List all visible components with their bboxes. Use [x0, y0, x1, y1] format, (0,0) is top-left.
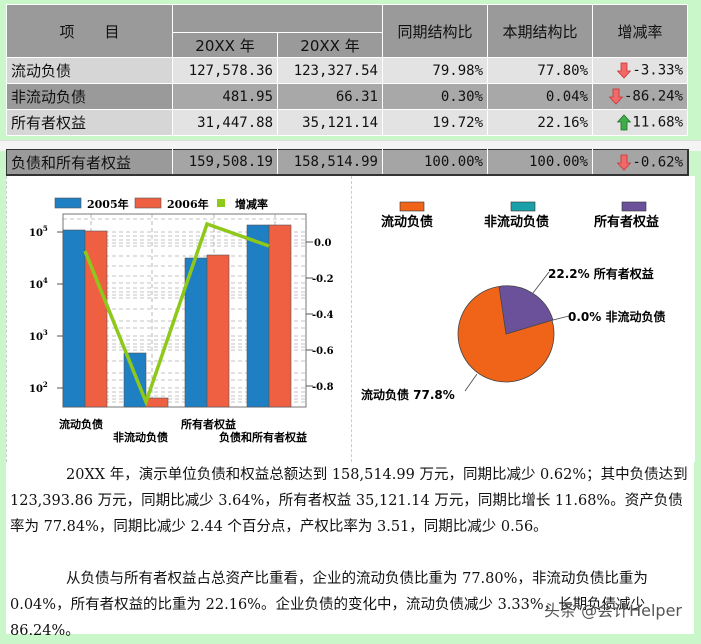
arrow-down-icon [617, 62, 632, 79]
bar-2005-current [62, 229, 86, 408]
svg-text:-0.8: -0.8 [312, 382, 334, 393]
row-change: -86.24% [592, 83, 688, 110]
change-value: -3.33% [632, 62, 683, 79]
row-value-1: 127,578.36 [172, 57, 278, 84]
xlabel-current: 流动负债 [59, 417, 103, 431]
row-value-1: 481.95 [172, 83, 278, 110]
row-value-2: 35,121.14 [277, 109, 383, 136]
pie-label-equity: 22.2% 所有者权益 [548, 266, 654, 281]
panel-divider [351, 176, 353, 462]
arrow-down-icon [617, 154, 632, 171]
balance-table: 项 目 同期结构比 本期结构比 增减率 20XX 年 20XX 年 流动负债 1… [6, 4, 688, 136]
svg-text:105: 105 [29, 224, 48, 239]
header-year-1: 20XX 年 [172, 32, 278, 58]
bar-2006-total [268, 224, 292, 408]
svg-text:102: 102 [29, 380, 48, 395]
xlabel-noncurrent: 非流动负债 [113, 430, 168, 444]
row-value-1: 31,447.88 [172, 109, 278, 136]
rate-line [83, 221, 270, 408]
svg-text:104: 104 [29, 276, 48, 291]
legend-swatch-rate [217, 199, 225, 207]
separator-strip [0, 140, 701, 151]
total-curr-ratio: 100.00% [487, 149, 593, 175]
pie-legend-noncurrent: 非流动负债 [484, 214, 549, 230]
pie-label-current: 流动负债 77.8% [361, 387, 455, 402]
total-prev-ratio: 100.00% [382, 149, 488, 175]
row-curr-ratio: 22.16% [487, 109, 593, 136]
legend-swatch-equity [621, 201, 647, 212]
watermark: 头条 @会计Helper [544, 601, 682, 620]
legend-swatch-noncurrent [510, 201, 536, 212]
bar-2005-total [246, 224, 270, 408]
header-change: 增减率 [592, 4, 688, 58]
bar-2006-noncurrent [145, 397, 169, 408]
change-value: -86.24% [623, 88, 683, 105]
row-name: 非流动负债 [6, 83, 173, 110]
row-curr-ratio: 0.04% [487, 83, 593, 110]
total-change: -0.62% [592, 149, 689, 175]
table-row: 所有者权益 31,447.88 35,121.14 19.72% 22.16% … [6, 109, 688, 136]
header-curr-ratio: 本期结构比 [487, 4, 593, 58]
arrow-down-icon [608, 88, 623, 105]
svg-text:0.0: 0.0 [314, 238, 331, 249]
row-value-2: 123,327.54 [277, 57, 383, 84]
pie-legend-current: 流动负债 [381, 214, 433, 230]
row-change: 11.68% [592, 109, 688, 136]
change-value: -0.62% [632, 154, 683, 170]
pie-chart: 流动负债 非流动负债 所有者权益 22.2% 所有者权益 0.0% 非流动负债 … [361, 201, 665, 402]
legend-swatch-2005 [54, 197, 82, 209]
arrow-up-icon [617, 114, 632, 131]
pie-legend-equity: 所有者权益 [594, 214, 659, 230]
xlabel-total: 负债和所有者权益 [219, 430, 307, 444]
paragraph-2: 从负债与所有者权益占总资产比重看，企业的流动负债比重为 77.80%，非流动负债… [10, 571, 648, 639]
analysis-text: 20XX 年，演示单位负债和权益总额达到 158,514.99 万元，同期比减少… [6, 462, 694, 639]
total-value-1: 159,508.19 [172, 149, 278, 175]
bar-2006-equity [206, 254, 230, 408]
paragraph-1: 20XX 年，演示单位负债和权益总额达到 158,514.99 万元，同期比减少… [10, 467, 688, 535]
svg-text:-0.4: -0.4 [312, 310, 334, 321]
row-curr-ratio: 77.80% [487, 57, 593, 84]
legend-2006: 2006年 [167, 197, 209, 211]
pie-slice-equity [498, 285, 554, 335]
total-table: 负债和所有者权益 159,508.19 158,514.99 100.00% 1… [6, 149, 689, 176]
bar-2005-noncurrent [123, 352, 147, 408]
row-prev-ratio: 19.72% [382, 109, 488, 136]
table-row: 非流动负债 481.95 66.31 0.30% 0.04% -86.24% [6, 83, 688, 110]
charts-area: 2005年 2006年 增减率 [6, 176, 695, 462]
legend-swatch-2006 [134, 197, 162, 209]
total-row: 负债和所有者权益 159,508.19 158,514.99 100.00% 1… [6, 149, 689, 175]
total-name: 负债和所有者权益 [6, 149, 173, 175]
header-prev-ratio: 同期结构比 [382, 4, 488, 58]
svg-text:103: 103 [29, 328, 48, 343]
legend-swatch-current [399, 201, 425, 212]
row-prev-ratio: 0.30% [382, 83, 488, 110]
table-row: 流动负债 127,578.36 123,327.54 79.98% 77.80%… [6, 57, 688, 84]
change-value: 11.68% [632, 114, 683, 131]
header-item: 项 目 [6, 4, 173, 58]
total-value-2: 158,514.99 [277, 149, 383, 175]
row-value-2: 66.31 [277, 83, 383, 110]
bar-chart: 2005年 2006年 增减率 [29, 197, 334, 444]
xlabel-equity: 所有者权益 [181, 417, 236, 431]
row-name: 所有者权益 [6, 109, 173, 136]
bar-2006-current [84, 230, 108, 408]
header-years [172, 4, 383, 33]
legend-2005: 2005年 [87, 197, 129, 211]
row-change: -3.33% [592, 57, 688, 84]
row-prev-ratio: 79.98% [382, 57, 488, 84]
header-year-2: 20XX 年 [277, 32, 383, 58]
row-name: 流动负债 [6, 57, 173, 84]
svg-text:-0.2: -0.2 [312, 274, 334, 285]
legend-rate: 增减率 [235, 197, 268, 211]
pie-label-noncurrent: 0.0% 非流动负债 [568, 309, 665, 324]
svg-text:-0.6: -0.6 [312, 346, 334, 357]
